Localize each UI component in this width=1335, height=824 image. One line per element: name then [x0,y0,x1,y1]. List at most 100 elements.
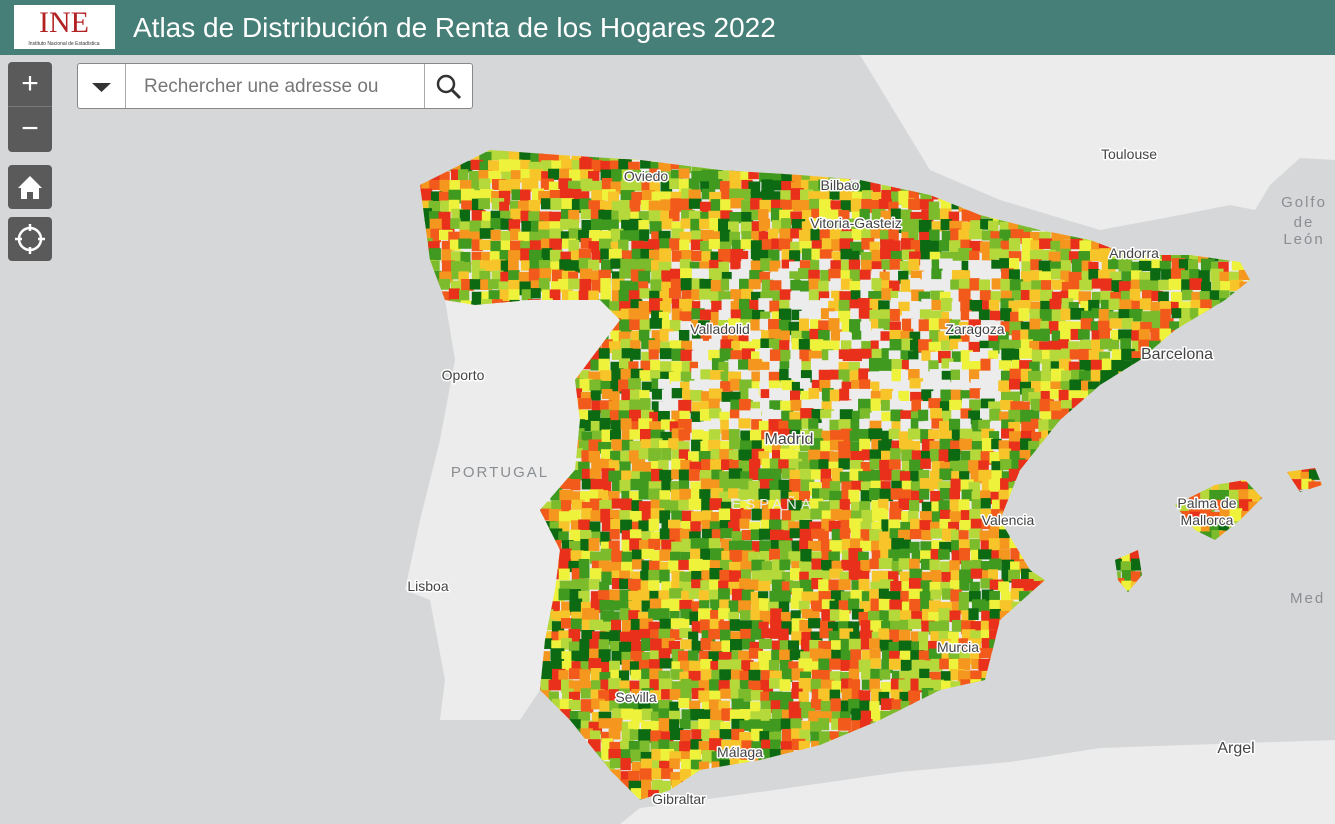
region-patch [978,549,992,560]
region-patch [810,260,821,273]
region-patch [1151,400,1163,413]
region-patch [870,340,882,352]
region-patch [721,459,733,471]
region-patch [1140,371,1155,382]
region-patch [678,179,690,193]
region-patch [430,340,443,351]
region-patch [1291,571,1305,583]
region-patch [671,308,682,322]
region-patch [629,399,642,413]
region-patch [1229,640,1244,651]
region-patch [1308,169,1321,183]
region-patch [1098,460,1111,473]
region-patch [891,670,903,685]
region-patch [680,381,692,395]
region-patch [1119,299,1133,312]
region-patch [849,181,861,195]
region-patch [950,440,962,455]
region-patch [631,259,644,272]
region-patch [748,648,761,659]
region-patch [1250,558,1264,570]
region-patch [1100,299,1114,312]
region-patch [1210,401,1223,416]
region-patch [420,599,421,610]
region-patch [750,610,761,623]
region-patch [818,280,829,292]
region-patch [1148,368,1162,381]
region-patch [420,350,425,363]
region-patch [870,668,883,681]
region-patch [1131,558,1143,571]
region-patch [928,380,942,392]
region-patch [720,199,731,211]
region-patch [611,619,622,632]
region-patch [621,470,632,482]
region-patch [909,378,924,389]
region-patch [598,560,611,574]
region-patch [988,529,1001,542]
region-patch [1041,479,1052,493]
region-patch [1020,368,1032,383]
region-patch [691,429,704,444]
region-patch [1059,449,1072,462]
region-patch [869,241,880,252]
region-patch [1251,369,1262,384]
region-patch [1260,631,1274,643]
region-patch [1269,578,1284,592]
region-patch [1301,401,1313,413]
region-patch [1098,438,1112,452]
region-patch [1089,458,1101,470]
region-patch [999,221,1011,233]
region-patch [1281,501,1293,516]
region-patch [499,201,510,214]
region-patch [720,210,733,221]
region-patch [1199,230,1213,243]
region-patch [1251,399,1263,410]
region-patch [1079,429,1091,441]
region-patch [1048,340,1062,353]
region-patch [1189,621,1203,634]
region-patch [849,269,863,283]
region-patch [1178,478,1191,491]
region-patch [1109,271,1121,285]
region-patch [758,298,773,312]
region-patch [1080,438,1093,451]
region-patch [601,388,613,400]
region-patch [1220,420,1233,432]
region-patch [1039,309,1054,322]
region-patch [1191,549,1203,561]
region-patch [448,288,460,300]
region-patch [828,300,842,312]
region-patch [1049,629,1061,642]
region-patch [709,408,722,419]
region-patch [1159,389,1171,402]
region-patch [569,598,583,613]
region-patch [619,510,632,522]
region-patch [880,248,894,260]
region-patch [1110,488,1123,502]
region-patch [949,499,962,513]
region-patch [860,620,872,634]
region-patch [1170,459,1182,473]
region-patch [1229,380,1244,393]
region-patch [1298,169,1313,184]
region-patch [518,150,529,152]
region-patch [628,361,639,373]
region-patch [878,598,891,611]
region-patch [1261,589,1274,604]
region-patch [420,160,431,173]
region-patch [709,218,721,233]
region-patch [769,150,781,161]
region-patch [1319,288,1322,299]
region-patch [981,589,994,603]
region-patch [621,490,632,505]
region-patch [610,241,622,255]
region-patch [1018,308,1029,321]
region-patch [430,320,444,335]
region-patch [1110,291,1123,303]
region-patch [609,430,621,441]
region-patch [1319,171,1322,185]
region-patch [1291,618,1306,630]
region-patch [1120,290,1135,302]
region-patch [579,191,590,203]
